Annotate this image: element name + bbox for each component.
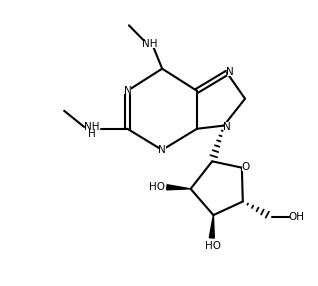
FancyBboxPatch shape <box>85 123 99 130</box>
FancyBboxPatch shape <box>142 41 158 48</box>
FancyBboxPatch shape <box>159 146 166 153</box>
Polygon shape <box>167 185 190 190</box>
FancyBboxPatch shape <box>227 69 234 76</box>
Text: N: N <box>158 145 166 155</box>
FancyBboxPatch shape <box>290 214 303 221</box>
FancyBboxPatch shape <box>224 122 231 129</box>
Text: N: N <box>223 122 231 132</box>
FancyBboxPatch shape <box>124 87 131 94</box>
Text: N: N <box>226 67 234 77</box>
FancyBboxPatch shape <box>242 164 248 170</box>
FancyBboxPatch shape <box>151 184 164 191</box>
Text: HO: HO <box>149 182 165 192</box>
Text: NH: NH <box>142 39 158 49</box>
Polygon shape <box>209 215 214 238</box>
FancyBboxPatch shape <box>88 130 95 137</box>
Text: H: H <box>88 128 95 138</box>
FancyBboxPatch shape <box>206 243 219 250</box>
Text: NH: NH <box>84 122 100 132</box>
Text: HO: HO <box>205 241 221 251</box>
Text: O: O <box>241 162 249 172</box>
Text: N: N <box>123 86 131 96</box>
Text: OH: OH <box>288 212 305 222</box>
